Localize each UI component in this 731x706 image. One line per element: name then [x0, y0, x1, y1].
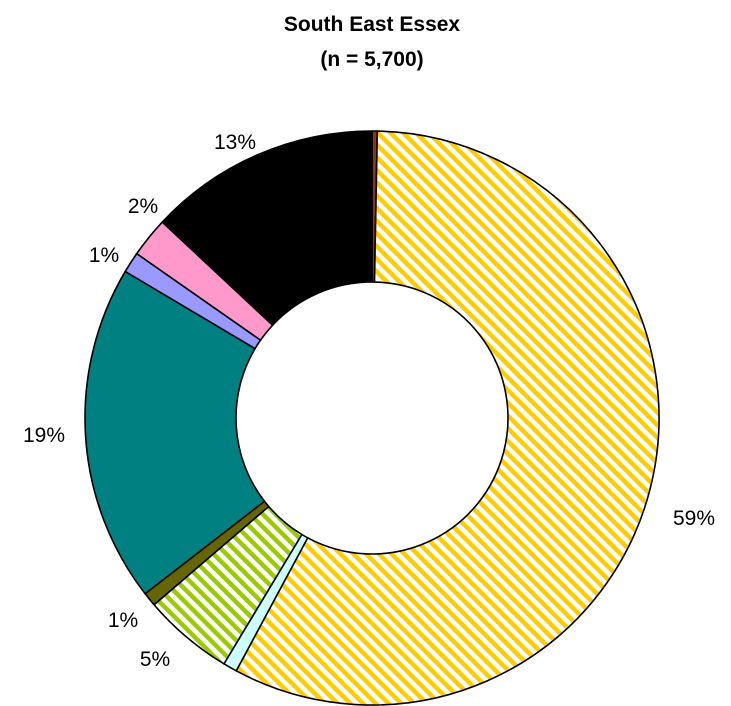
slice-percent-label: 1%: [108, 609, 138, 632]
slice-percent-label: 2%: [128, 195, 158, 218]
donut-slice: [84, 270, 266, 595]
donut-slices: [84, 130, 660, 706]
chart-subtitle: (n = 5,700): [320, 48, 423, 71]
slice-percent-label: 59%: [673, 507, 715, 530]
slice-percent-label: 5%: [140, 648, 170, 671]
slice-percent-label: 13%: [214, 131, 256, 154]
slice-percent-label: 1%: [89, 244, 119, 267]
donut-slice: [161, 130, 373, 326]
slice-percent-label: 19%: [23, 424, 65, 447]
donut-slice: [235, 130, 660, 706]
chart-title: South East Essex: [284, 13, 461, 36]
slice-labels: 59%5%1%19%1%2%13%: [23, 131, 715, 671]
